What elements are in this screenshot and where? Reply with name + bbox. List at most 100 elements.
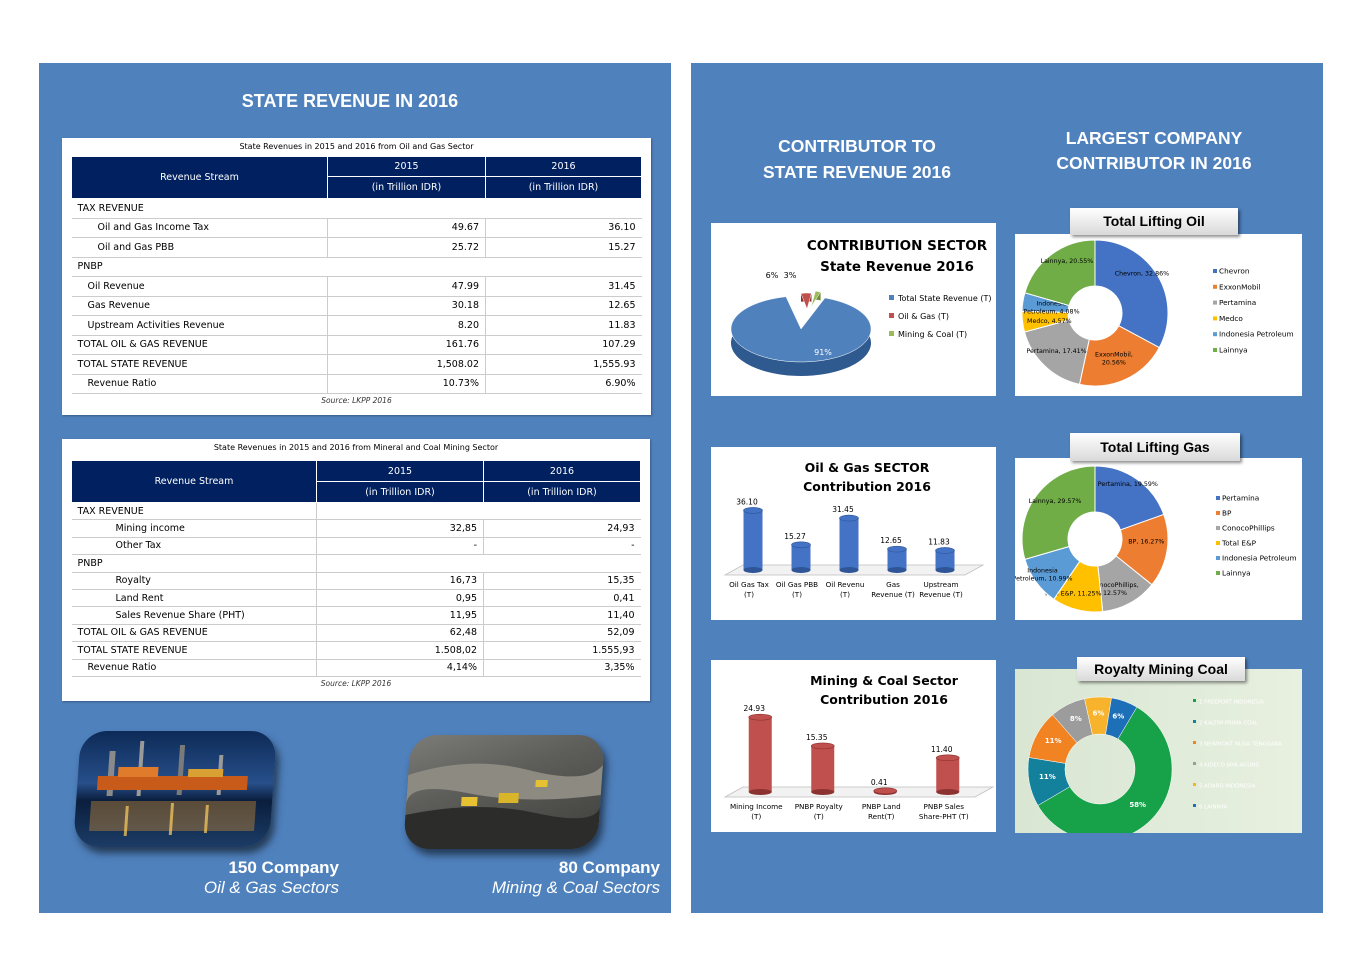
oilgas-row-2016: 36.10 <box>485 218 642 238</box>
oilgas-row: Oil Revenue 47.99 31.45 <box>71 276 642 297</box>
oilgas-row-2016: 15.27 <box>485 237 642 258</box>
mining-row-2016: 52,09 <box>483 624 641 643</box>
oilgas-row-2015: 8.20 <box>327 315 486 336</box>
legend-label: Pertamina <box>1222 494 1259 503</box>
mining-row-2015: 16,73 <box>316 572 484 590</box>
donut-slice-label: 11% <box>1039 773 1056 781</box>
bar-value-label: 15.27 <box>784 532 806 541</box>
mining-row: Sales Revenue Share (PHT) 11,95 11,40 <box>71 606 641 625</box>
bar-category-label: (T) <box>744 590 754 599</box>
pie-slice <box>810 290 821 308</box>
pie-slice <box>800 292 812 310</box>
bar-value-label: 0.41 <box>871 778 888 787</box>
donut-slice-label: 20.56% <box>1102 359 1126 366</box>
contributor-title-line1: CONTRIBUTOR TO <box>778 136 936 156</box>
bar-category-label: Oil Gas PBB <box>776 580 818 589</box>
oilgas-row-2016 <box>485 257 642 277</box>
mining-row: Land Rent 0,95 0,41 <box>71 589 641 608</box>
mining-table-body: TAX REVENUE Mining income 32,85 24,93 Other … <box>71 502 641 677</box>
mining-table-card: State Revenues in 2015 and 2016 from Min… <box>62 439 650 701</box>
legend-swatch <box>1193 783 1196 786</box>
mining-row-2016: 1.555,93 <box>483 641 641 660</box>
legend-label: Total State Revenue (T) <box>897 294 991 303</box>
chart-title: CONTRIBUTION SECTOR <box>807 238 988 254</box>
chart-subtitle: Contribution 2016 <box>820 692 948 707</box>
legend-label: Indonesia Petroleum <box>1219 330 1294 339</box>
legend-label: Medco <box>1219 314 1243 323</box>
oil-rig-photo <box>72 731 278 847</box>
donut-slice-label: Lainnya, 20.55% <box>1041 258 1094 265</box>
bar-base <box>935 567 955 573</box>
oilgas-row: Oil and Gas Income Tax 49.67 36.10 <box>71 218 642 238</box>
legend-label: 1 FREEPORT INDONESIA <box>1199 700 1264 706</box>
oilgas-table: Revenue Stream 2015 2016 (in Trillion ID… <box>71 156 642 394</box>
legend-label: 2 KALTIM PRIMA COAL <box>1199 721 1258 727</box>
donut-slice-label: 6% <box>1112 713 1124 721</box>
oilgas-row-2015: 10.73% <box>327 374 486 394</box>
largest-title-line1: LARGEST COMPANY <box>1065 128 1243 148</box>
legend-label: ExxonMobil <box>1219 282 1261 291</box>
oilgas-row-label: Revenue Ratio <box>71 374 328 394</box>
oilgas-table-body: TAX REVENUE Oil and Gas Income Tax 49.67 36… <box>71 198 642 394</box>
mining-sector-chart: Mining & Coal Sector Contribution 2016 24.… <box>711 660 996 832</box>
mining-row: Mining income 32,85 24,93 <box>71 519 641 538</box>
legend-swatch <box>889 331 894 336</box>
legend-swatch <box>1216 556 1220 560</box>
bar-category-label: PNBP Royalty <box>795 802 844 811</box>
oilgas-company-count: 150 Company <box>228 858 339 877</box>
bar <box>791 544 811 570</box>
bar <box>811 745 835 792</box>
bar-category-label: (T) <box>751 812 761 821</box>
bar-value-label: 24.93 <box>744 704 766 713</box>
oilgas-row: Upstream Activities Revenue 8.20 11.83 <box>71 315 642 336</box>
chart-subtitle: Contribution 2016 <box>803 479 931 494</box>
oilgas-row: TOTAL STATE REVENUE 1,508.02 1,555.93 <box>71 354 642 375</box>
contribution-sector-chart: CONTRIBUTION SECTOR State Revenue 2016 91%… <box>711 223 996 396</box>
bar <box>887 549 907 570</box>
mining-row-2015: 11,95 <box>316 606 484 625</box>
legend-swatch <box>1193 804 1196 807</box>
legend-label: 5 ADARO INDONESIA <box>1199 784 1256 790</box>
legend-label: Oil & Gas (T) <box>898 312 949 321</box>
legend-label: Indonesia Petroleum <box>1222 554 1297 563</box>
oilgas-row-label: TOTAL STATE REVENUE <box>71 354 328 375</box>
donut-slice-label: Medco, 4.57% <box>1027 318 1072 325</box>
mining-row-label: PNBP <box>71 554 317 573</box>
donut-slice-label: Total E&P, 11.25% <box>1043 590 1101 597</box>
oilgas-sector-label: Oil & Gas Sectors <box>203 878 339 897</box>
oilgas-table-source: Source: LKPP 2016 <box>321 396 392 405</box>
left-panel-title: STATE REVENUE IN 2016 <box>241 91 459 111</box>
bar-category-label: Oil Revenu <box>826 580 865 589</box>
mining-row: TOTAL STATE REVENUE 1.508,02 1.555,93 <box>71 641 641 660</box>
oilgas-row-2016 <box>485 198 642 219</box>
mining-row-2015: - <box>316 537 484 556</box>
chart-floor <box>723 786 995 798</box>
oilgas-row-2016: 1,555.93 <box>485 354 642 375</box>
pie-slice <box>730 296 872 363</box>
bar-base <box>743 567 763 573</box>
bar-value-label: 36.10 <box>736 497 758 506</box>
oilgas-row: Gas Revenue 30.18 12.65 <box>71 296 642 316</box>
mining-unit-2016: (in Trillion IDR) <box>483 481 641 503</box>
bar-category-label: PNBP Sales <box>924 802 965 811</box>
bar-category-label: (T) <box>814 812 824 821</box>
mining-table-caption: State Revenues in 2015 and 2016 from Min… <box>213 443 499 452</box>
oilgas-col-stream: Revenue Stream <box>71 156 328 199</box>
mining-company-caption: 80 Company Mining & Coal Sectors <box>459 858 660 898</box>
mining-row-2015: 4,14% <box>316 659 484 677</box>
mining-row: PNBP <box>71 554 641 573</box>
bar-category-label: Oil Gas Tax <box>729 580 770 589</box>
mining-row: Revenue Ratio 4,14% 3,35% <box>71 659 641 677</box>
mining-row-2016: 24,93 <box>483 519 641 538</box>
mining-row-label: Sales Revenue Share (PHT) <box>71 606 317 625</box>
bar <box>936 757 960 792</box>
legend-swatch <box>1213 269 1217 273</box>
contributor-title-line2: STATE REVENUE 2016 <box>762 162 952 182</box>
bar-top <box>873 787 898 795</box>
oilgas-row-2015: 30.18 <box>327 296 486 316</box>
bar-category-label: Revenue (T) <box>919 590 963 599</box>
donut-slice <box>1021 465 1096 560</box>
bar-top <box>791 541 811 549</box>
legend-label: 3 NEWMONT NUSA TENGGARA <box>1199 742 1282 748</box>
lifting-gas-svg: Pertamina, 19.59% BP, 16.27% ConocoPhillip… <box>1013 465 1297 613</box>
